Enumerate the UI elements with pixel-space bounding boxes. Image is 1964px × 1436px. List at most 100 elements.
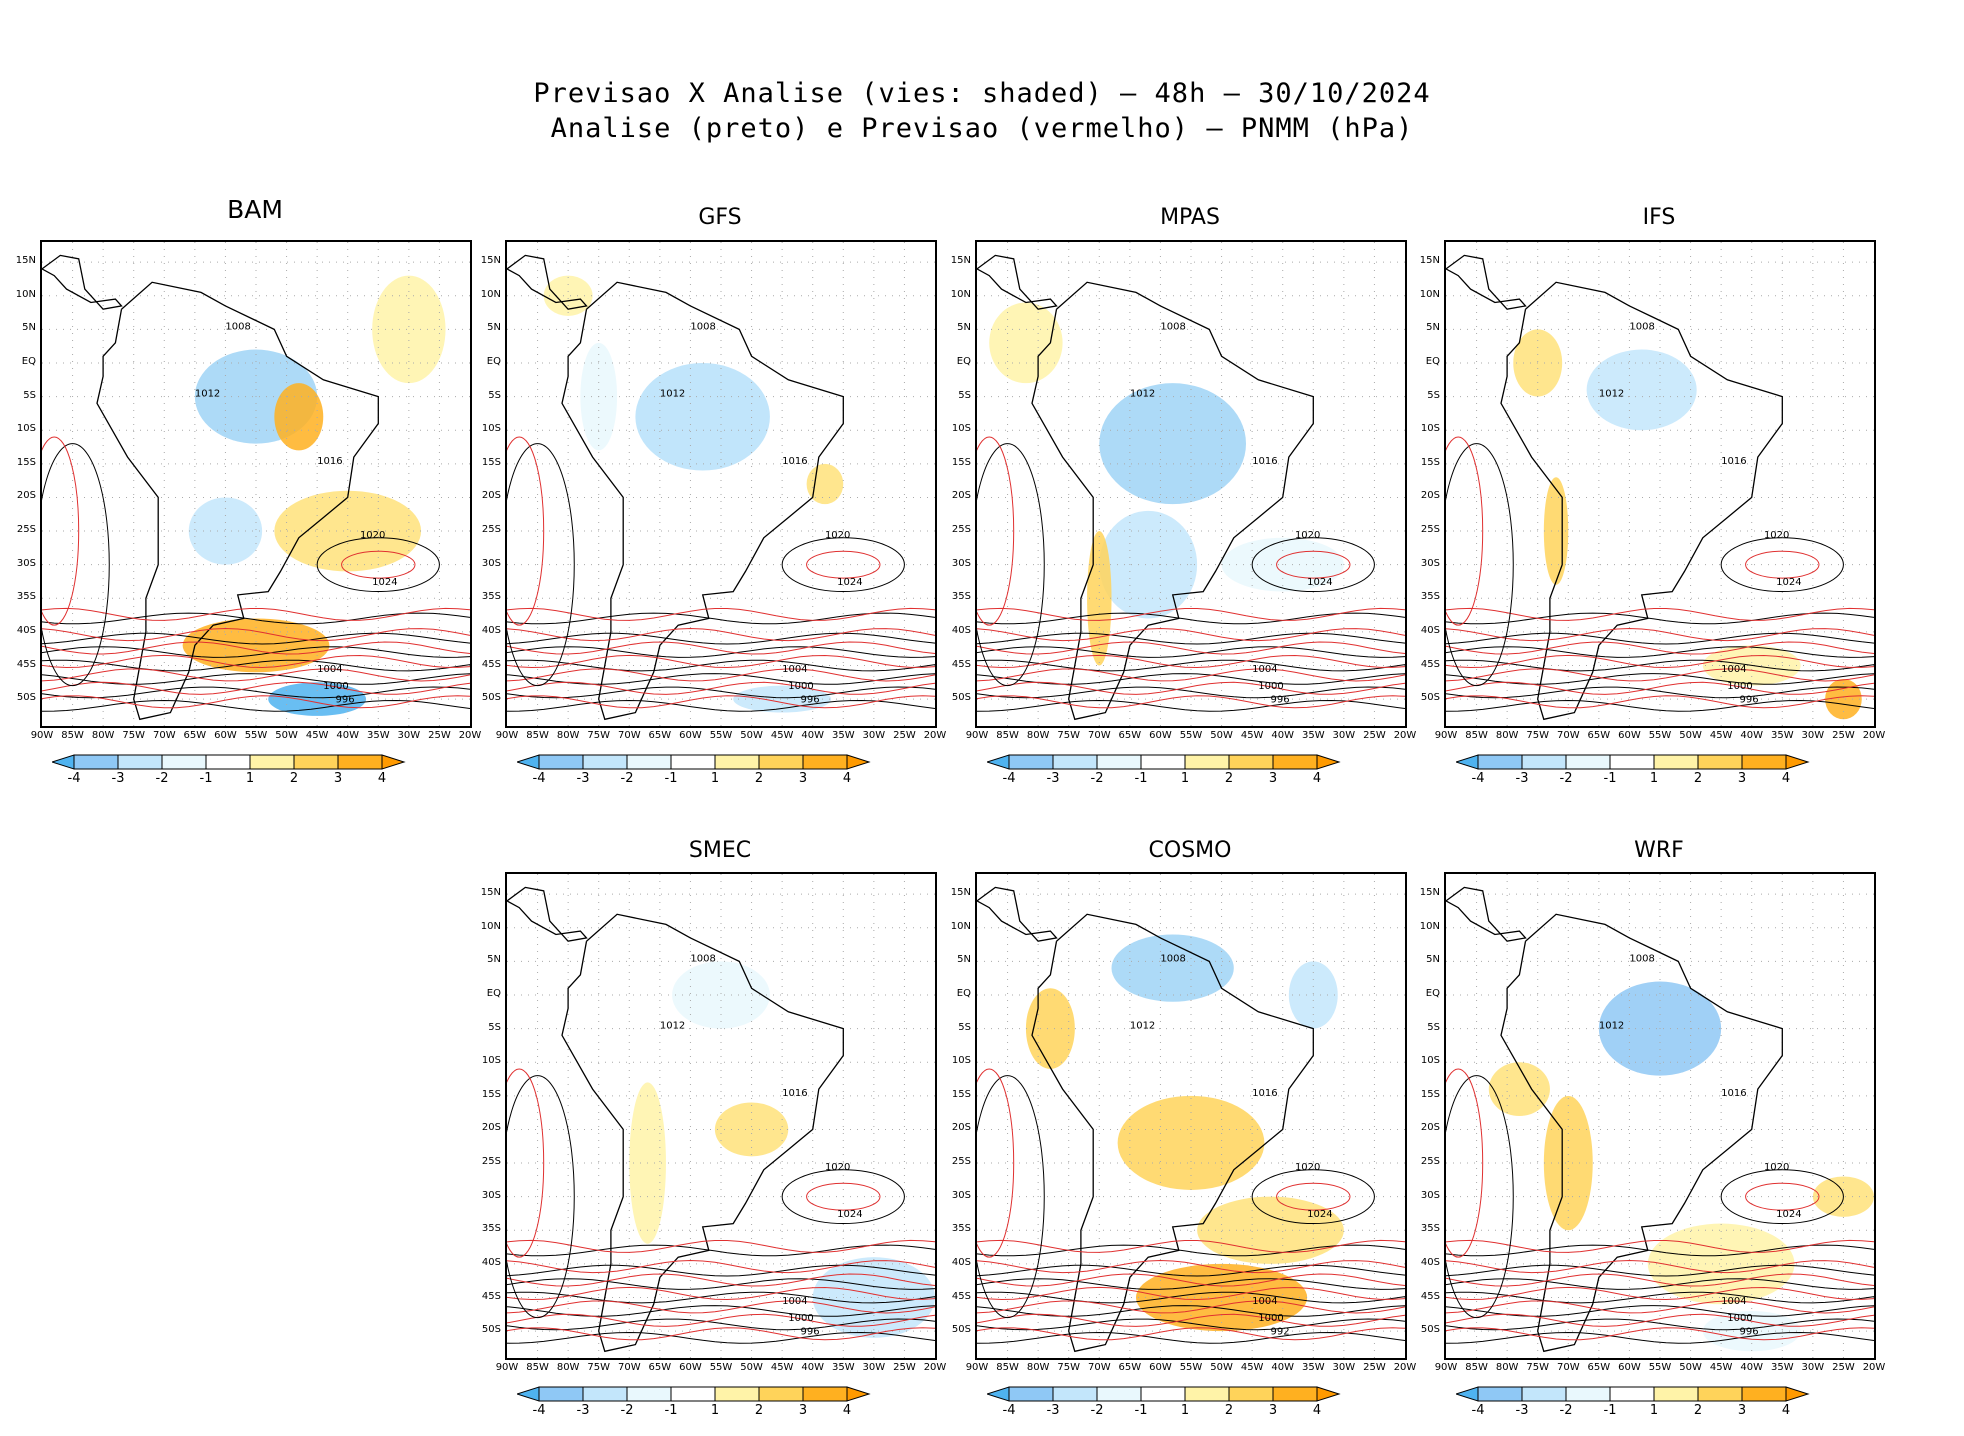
- colorbar-segment: [670, 754, 716, 770]
- lat-tick-label: 35S: [16, 591, 36, 603]
- colorbar-segment: [626, 1386, 672, 1402]
- analysis-isobar: [507, 646, 935, 658]
- map-canvas: 1012 1008 1016 1020 1024 1004 1000 992: [977, 874, 1405, 1358]
- analysis-isobar: [507, 632, 935, 645]
- colorbar-segment: [249, 754, 295, 770]
- lat-tick-label: 10N: [480, 288, 501, 300]
- colorbar-label: -3: [1046, 1403, 1060, 1418]
- analysis-isobar: [781, 1169, 905, 1225]
- forecast-isobar: [507, 627, 935, 642]
- colorbar-segment: [1609, 754, 1655, 770]
- coastline: [1031, 913, 1314, 1353]
- colorbar-segment: [582, 754, 628, 770]
- analysis-isobar: [781, 537, 905, 593]
- lon-tick-label: 25W: [428, 730, 451, 741]
- forecast-isobar: [977, 681, 1405, 695]
- colorbar-arrow-left: [987, 754, 1010, 770]
- analysis-isobar: [977, 1291, 1405, 1304]
- colorbar-segment: [1521, 1386, 1567, 1402]
- analysis-isobar: [1251, 1169, 1375, 1225]
- bias-shading: [268, 682, 367, 716]
- panel-title: WRF: [1634, 838, 1684, 863]
- lon-tick-label: 70W: [1087, 1362, 1111, 1373]
- lat-tick-label: 10N: [15, 288, 36, 300]
- colorbar-label: -2: [620, 1403, 634, 1418]
- analysis-isobar: [1446, 1278, 1874, 1290]
- coastline: [561, 913, 844, 1353]
- colorbar-segment: [1697, 1386, 1743, 1402]
- colorbar-segment: [1653, 1386, 1699, 1402]
- lat-tick-label: 50S: [16, 692, 36, 704]
- lon-tick-label: 85W: [526, 730, 549, 741]
- lat-tick-label: 30S: [16, 557, 36, 569]
- colorbar-label: -4: [1471, 1403, 1485, 1418]
- analysis-isobar: [42, 646, 470, 658]
- colorbar: [517, 1386, 871, 1402]
- colorbar-segment: [1184, 1386, 1230, 1402]
- lat-tick-label: 10N: [1419, 288, 1440, 300]
- lat-tick-label: 15S: [1420, 456, 1440, 468]
- colorbar-segment: [1272, 1386, 1318, 1402]
- lat-tick-label: 25S: [1420, 1156, 1440, 1168]
- bias-shading: [1087, 531, 1112, 666]
- lat-tick-label: EQ: [956, 988, 971, 999]
- bias-shading: [1702, 1310, 1801, 1352]
- forecast-isobar: [977, 1313, 1405, 1327]
- forecast-isobar: [42, 668, 470, 682]
- colorbar-segment: [1228, 754, 1274, 770]
- panel-title: SMEC: [688, 838, 752, 863]
- colorbar-segment: [73, 754, 119, 770]
- analysis-isobar: [977, 1305, 1405, 1317]
- lon-tick-label: 70W: [1556, 730, 1580, 741]
- isobar-label: 1000: [788, 681, 813, 692]
- lon-tick-label: 70W: [1556, 1362, 1580, 1373]
- colorbar-label: 3: [798, 771, 808, 786]
- map-canvas: 1012 1008 1016 1020 1024 1004 1000 996: [977, 242, 1405, 726]
- colorbar-label: 4: [1781, 771, 1791, 786]
- lat-tick-label: 30S: [1420, 557, 1440, 569]
- colorbar-segment: [161, 754, 207, 770]
- lat-tick-label: 40S: [1420, 1256, 1440, 1268]
- colorbar-segment: [1477, 754, 1523, 770]
- colorbar-segment: [758, 1386, 804, 1402]
- lat-tick-label: 10N: [480, 920, 501, 932]
- lat-tick-label: 5S: [1427, 389, 1440, 401]
- lat-tick-label: 25S: [481, 1156, 501, 1168]
- bias-shading: [1099, 510, 1198, 619]
- forecast-isobar: [1446, 1239, 1874, 1253]
- lat-tick-label: EQ: [956, 356, 971, 367]
- analysis-isobar: [977, 632, 1405, 645]
- analysis-isobar: [1446, 1318, 1874, 1331]
- panel-title: COSMO: [1148, 838, 1232, 863]
- lon-tick-label: 40W: [1271, 730, 1295, 741]
- bias-shading: [1111, 934, 1234, 1002]
- bias-shading: [635, 363, 770, 471]
- lon-tick-label: 50W: [1210, 1362, 1233, 1373]
- lat-tick-label: 30S: [481, 1189, 501, 1201]
- panel-title: BAM: [227, 195, 283, 224]
- coastline: [42, 254, 123, 310]
- lat-tick-label: 30S: [481, 557, 501, 569]
- lon-tick-label: 80W: [1495, 1362, 1519, 1373]
- lon-tick-label: 65W: [1587, 730, 1611, 741]
- bias-shading: [1586, 349, 1697, 431]
- isobar-label: 1012: [1130, 389, 1155, 400]
- colorbar-label: 2: [754, 1403, 764, 1418]
- isobar-label: 1012: [1599, 389, 1624, 400]
- colorbar-label: -4: [1002, 771, 1016, 786]
- lon-tick-label: 20W: [1393, 730, 1417, 741]
- isobar-label: 1024: [372, 577, 397, 588]
- colorbar-segment: [1096, 1386, 1142, 1402]
- lat-tick-label: 35S: [481, 1223, 501, 1235]
- lat-tick-label: 20S: [951, 490, 971, 502]
- colorbar-segment: [1565, 1386, 1611, 1402]
- lat-tick-label: 5N: [22, 322, 36, 334]
- lat-tick-label: 10N: [950, 920, 971, 932]
- colorbar: [52, 754, 406, 770]
- forecast-isobar: [1446, 695, 1874, 709]
- lat-tick-label: 15N: [950, 887, 971, 899]
- colorbar-label: 2: [1693, 1403, 1703, 1418]
- lon-tick-label: 50W: [275, 730, 298, 741]
- lat-tick-label: 5S: [958, 389, 971, 401]
- lon-tick-label: 30W: [1801, 730, 1825, 741]
